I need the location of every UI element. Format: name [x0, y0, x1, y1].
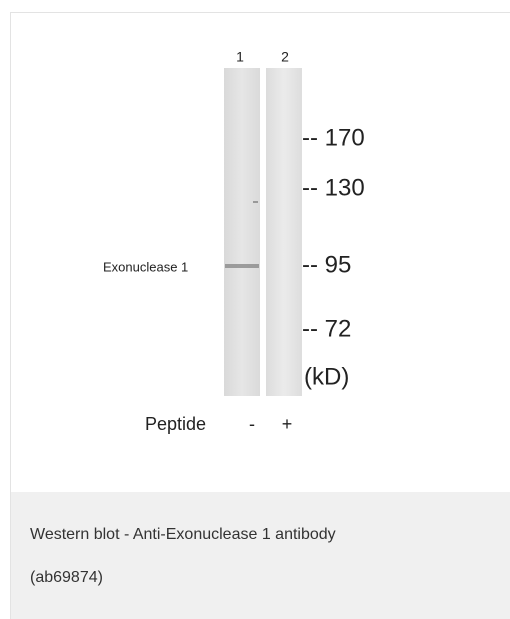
peptide-lane: + [282, 414, 293, 434]
caption-line: Western blot - Anti-Exonuclease 1 antibo… [30, 526, 336, 543]
marker-label: -- 95 [302, 251, 351, 278]
lane-label: 2 [281, 49, 289, 65]
marker-label: -- 72 [302, 315, 351, 342]
marker-label: (kD) [304, 363, 349, 390]
caption-background [11, 492, 510, 619]
peptide-lane: - [249, 414, 255, 434]
band-label: Exonuclease 1 [103, 259, 188, 274]
peptide-label: Peptide [145, 414, 206, 434]
page: 1 2 -- 170 -- 130 -- 95 -- 72 (kD) Exonu… [0, 0, 510, 619]
lane-label: 1 [236, 49, 244, 65]
lane [224, 68, 260, 396]
band [225, 264, 259, 268]
marker-label: -- 170 [302, 124, 365, 151]
marker-label: -- 130 [302, 174, 365, 201]
faint-band [253, 201, 258, 203]
caption-line: (ab69874) [30, 569, 103, 586]
figure-card: 1 2 -- 170 -- 130 -- 95 -- 72 (kD) Exonu… [0, 0, 510, 619]
lane [266, 68, 302, 396]
